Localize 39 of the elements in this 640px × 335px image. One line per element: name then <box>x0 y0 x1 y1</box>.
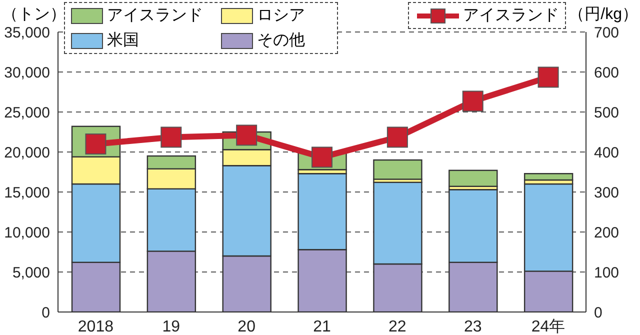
point <box>538 66 559 88</box>
y2-tick-label: 300 <box>594 184 620 202</box>
y2-axis-title: （円/kg） <box>568 5 638 25</box>
legend-label: その他 <box>256 31 306 51</box>
x-tick-label: 20 <box>238 318 256 335</box>
y2-tick-label: 0 <box>594 304 602 322</box>
bar <box>448 170 498 187</box>
y2-tick-label: 500 <box>594 104 620 122</box>
legend-label: アイスランド <box>106 6 204 26</box>
y-tick-label: 15,000 <box>4 184 50 202</box>
point <box>386 126 408 148</box>
y2-tick-label: 100 <box>594 264 620 282</box>
y-axis-title: （トン） <box>2 5 66 25</box>
y2-tick-label: 200 <box>594 224 620 242</box>
point <box>462 90 484 112</box>
y-tick-label: 10,000 <box>4 224 50 242</box>
legend-label: ロシア <box>256 6 306 26</box>
y-tick-label: 20,000 <box>4 144 50 162</box>
x-tick-label: 24年 <box>531 318 566 335</box>
y-tick-label: 0 <box>42 304 50 322</box>
y2-tick-label: 400 <box>594 144 620 162</box>
legend-label: アイスランド <box>462 6 559 26</box>
y-tick-label: 35,000 <box>4 24 50 42</box>
point <box>312 146 332 168</box>
x-tick-label: 19 <box>162 318 180 335</box>
point <box>236 124 258 146</box>
legend-label: 米国 <box>106 30 140 51</box>
x-tick-label: 22 <box>388 318 406 335</box>
y-tick-label: 5,000 <box>12 264 50 282</box>
x-tick-label: 2018 <box>78 318 114 335</box>
y2-tick-label: 700 <box>594 24 620 42</box>
y-tick-label: 30,000 <box>4 64 50 82</box>
y2-tick-label: 600 <box>594 64 620 82</box>
x-tick-label: 21 <box>313 318 331 335</box>
bar <box>373 159 422 180</box>
y-tick-label: 25,000 <box>4 104 50 122</box>
x-tick-label: 23 <box>464 318 482 335</box>
bar <box>524 173 574 181</box>
point <box>160 126 182 148</box>
